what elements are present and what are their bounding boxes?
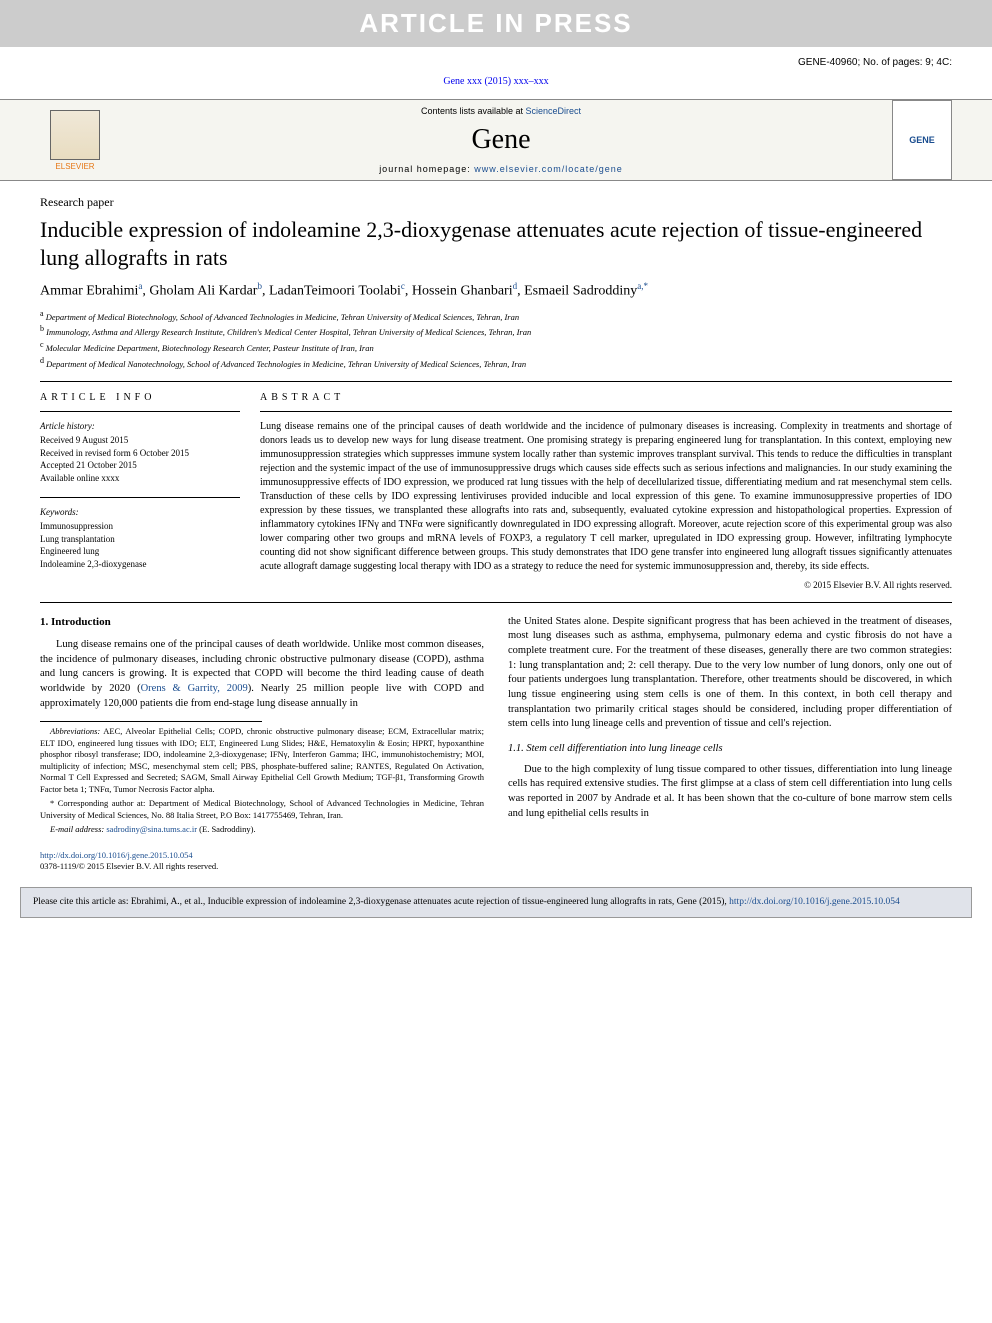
abstract-heading: abstract xyxy=(260,392,952,403)
abbrev-label: Abbreviations: xyxy=(50,726,100,736)
keywords-block: Keywords: Immunosuppression Lung transpl… xyxy=(40,506,240,571)
footnotes: Abbreviations: AEC, Alveolar Epithelial … xyxy=(40,726,484,835)
online-date: Available online xxxx xyxy=(40,472,240,485)
email-suffix: (E. Sadroddiny). xyxy=(197,824,256,834)
received-date: Received 9 August 2015 xyxy=(40,434,240,447)
journal-reference: Gene xxx (2015) xxx–xxx xyxy=(0,72,992,99)
author-5: Esmaeil Sadroddiny xyxy=(524,284,637,299)
email-label: E-mail address: xyxy=(50,824,106,834)
affiliation-a: a Department of Medical Biotechnology, S… xyxy=(40,308,952,324)
cover-label: GENE xyxy=(909,135,935,145)
affiliations: a Department of Medical Biotechnology, S… xyxy=(40,308,952,371)
author-5-star: * xyxy=(644,281,649,291)
email-link[interactable]: sadrodiny@sina.tums.ac.ir xyxy=(106,824,197,834)
author-1-aff: a xyxy=(138,281,142,291)
journal-header: ELSEVIER Contents lists available at Sci… xyxy=(0,99,992,181)
keyword-3: Engineered lung xyxy=(40,545,240,558)
aff-b-text: Immunology, Asthma and Allergy Research … xyxy=(46,327,531,337)
doi-link[interactable]: http://dx.doi.org/10.1016/j.gene.2015.10… xyxy=(40,850,193,860)
journal-header-center: Contents lists available at ScienceDirec… xyxy=(110,106,892,174)
cite-prefix: Please cite this article as: Ebrahimi, A… xyxy=(33,897,729,907)
contents-prefix: Contents lists available at xyxy=(421,106,526,116)
journal-homepage-line: journal homepage: www.elsevier.com/locat… xyxy=(110,164,892,174)
elsevier-tree-icon xyxy=(50,110,100,160)
accepted-date: Accepted 21 October 2015 xyxy=(40,459,240,472)
author-list: Ammar Ebrahimia, Gholam Ali Kardarb, Lad… xyxy=(40,281,952,300)
keyword-1: Immunosuppression xyxy=(40,520,240,533)
info-abstract-row: article info Article history: Received 9… xyxy=(40,381,952,590)
keywords-label: Keywords: xyxy=(40,506,240,519)
article-info-heading: article info xyxy=(40,392,240,403)
body-separator xyxy=(40,602,952,603)
affiliation-c: c Molecular Medicine Department, Biotech… xyxy=(40,339,952,355)
subsection-1-1-heading: 1.1. Stem cell differentiation into lung… xyxy=(508,742,952,757)
abstract-column: abstract Lung disease remains one of the… xyxy=(260,392,952,590)
author-1: Ammar Ebrahimi xyxy=(40,284,138,299)
author-3-aff: c xyxy=(401,281,405,291)
email-footnote: E-mail address: sadrodiny@sina.tums.ac.i… xyxy=(40,824,484,835)
elsevier-name: ELSEVIER xyxy=(55,162,94,171)
article-history-block: Article history: Received 9 August 2015 … xyxy=(40,420,240,485)
author-2-aff: b xyxy=(257,281,262,291)
aff-a-text: Department of Medical Biotechnology, Sch… xyxy=(46,311,519,321)
author-3: LadanTeimoori Toolabi xyxy=(269,284,401,299)
footnote-separator xyxy=(40,721,262,722)
article-in-press-banner: ARTICLE IN PRESS xyxy=(0,0,992,47)
body-columns: 1. Introduction Lung disease remains one… xyxy=(40,615,952,874)
ref-orens-garrity[interactable]: Orens & Garrity, 2009 xyxy=(141,683,248,694)
aff-d-text: Department of Medical Nanotechnology, Sc… xyxy=(46,359,526,369)
intro-heading: 1. Introduction xyxy=(40,615,484,630)
contents-list-line: Contents lists available at ScienceDirec… xyxy=(110,106,892,116)
paper-title: Inducible expression of indoleamine 2,3-… xyxy=(40,216,952,271)
corr-text: Corresponding author at: Department of M… xyxy=(40,798,484,819)
journal-name: Gene xyxy=(110,124,892,156)
journal-ref-link[interactable]: Gene xxx (2015) xxx–xxx xyxy=(443,76,548,87)
journal-cover-icon: GENE xyxy=(892,100,952,180)
aff-c-text: Molecular Medicine Department, Biotechno… xyxy=(46,343,374,353)
abstract-separator xyxy=(260,411,952,412)
keyword-2: Lung transplantation xyxy=(40,533,240,546)
revised-date: Received in revised form 6 October 2015 xyxy=(40,447,240,460)
affiliation-b: b Immunology, Asthma and Allergy Researc… xyxy=(40,323,952,339)
issn-copyright-line: 0378-1119/© 2015 Elsevier B.V. All right… xyxy=(40,861,218,871)
info-separator-1 xyxy=(40,411,240,412)
sciencedirect-link[interactable]: ScienceDirect xyxy=(526,106,582,116)
citation-box: Please cite this article as: Ebrahimi, A… xyxy=(20,887,972,918)
article-id-line: GENE-40960; No. of pages: 9; 4C: xyxy=(798,57,952,68)
cite-doi-link[interactable]: http://dx.doi.org/10.1016/j.gene.2015.10… xyxy=(729,897,900,907)
banner-text: ARTICLE IN PRESS xyxy=(359,8,632,38)
affiliation-d: d Department of Medical Nanotechnology, … xyxy=(40,355,952,371)
author-4: Hossein Ghanbari xyxy=(412,284,513,299)
subsection-1-1-para: Due to the high complexity of lung tissu… xyxy=(508,763,952,822)
author-4-aff: d xyxy=(513,281,518,291)
abbreviations-footnote: Abbreviations: AEC, Alveolar Epithelial … xyxy=(40,726,484,795)
intro-para-2: the United States alone. Despite signifi… xyxy=(508,615,952,733)
abbrev-text: AEC, Alveolar Epithelial Cells; COPD, ch… xyxy=(40,726,484,793)
author-2: Gholam Ali Kardar xyxy=(149,284,257,299)
homepage-prefix: journal homepage: xyxy=(379,164,474,174)
intro-para-1: Lung disease remains one of the principa… xyxy=(40,638,484,711)
history-label: Article history: xyxy=(40,420,240,433)
corresponding-author-footnote: * Corresponding author at: Department of… xyxy=(40,798,484,821)
left-column: 1. Introduction Lung disease remains one… xyxy=(40,615,484,874)
article-info-column: article info Article history: Received 9… xyxy=(40,392,240,590)
info-separator-2 xyxy=(40,497,240,498)
doi-block: http://dx.doi.org/10.1016/j.gene.2015.10… xyxy=(40,850,484,874)
abstract-text: Lung disease remains one of the principa… xyxy=(260,420,952,574)
paper-type: Research paper xyxy=(40,195,952,210)
journal-homepage-link[interactable]: www.elsevier.com/locate/gene xyxy=(474,164,623,174)
abstract-copyright: © 2015 Elsevier B.V. All rights reserved… xyxy=(260,580,952,590)
keyword-4: Indoleamine 2,3-dioxygenase xyxy=(40,558,240,571)
elsevier-logo: ELSEVIER xyxy=(40,100,110,180)
header-info: GENE-40960; No. of pages: 9; 4C: xyxy=(0,47,992,72)
right-column: the United States alone. Despite signifi… xyxy=(508,615,952,874)
